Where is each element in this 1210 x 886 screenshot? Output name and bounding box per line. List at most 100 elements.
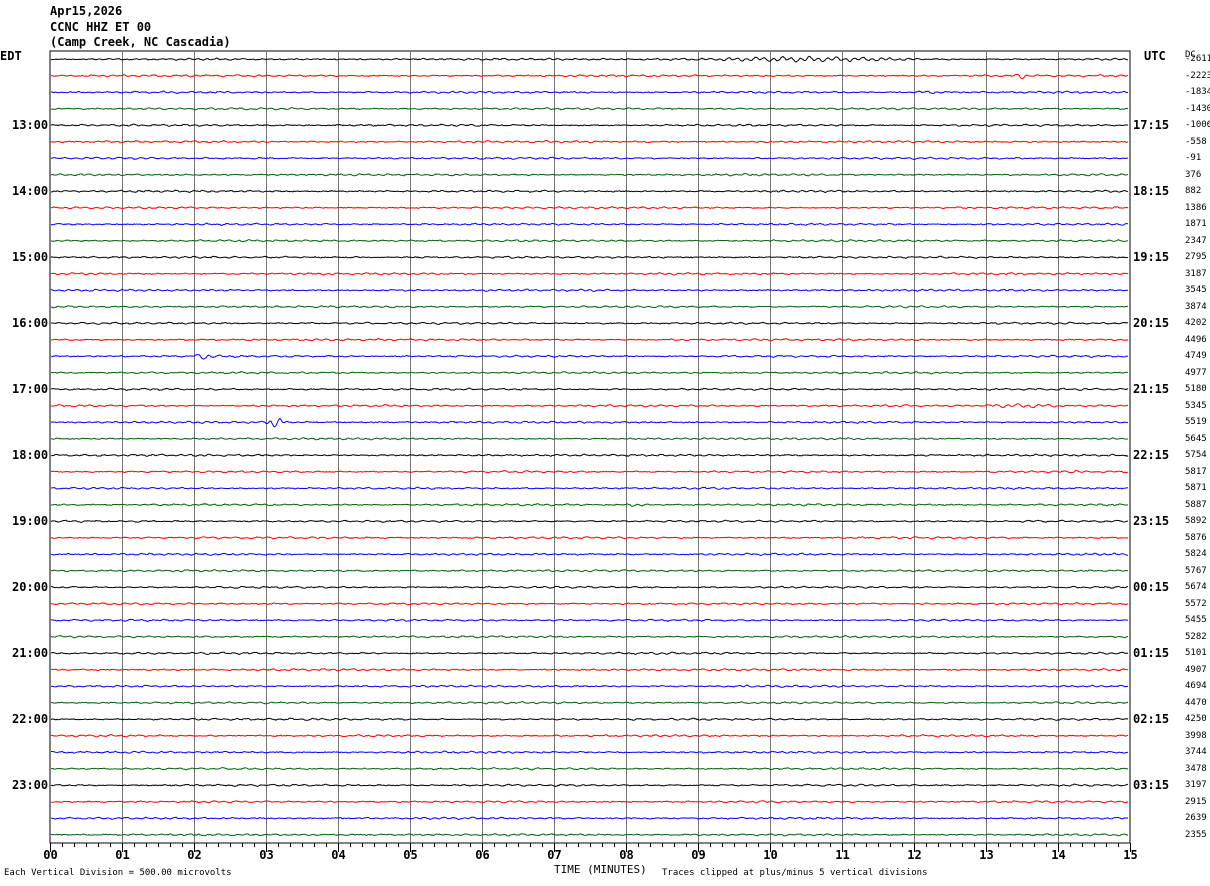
utc-hour-label: 21:15 <box>1133 382 1170 397</box>
seismic-trace <box>50 717 1129 721</box>
utc-hour-label: 20:15 <box>1133 316 1170 331</box>
x-tick-label: 04 <box>331 848 346 862</box>
utc-hour-label: 18:15 <box>1133 184 1170 199</box>
dc-offset-label: 5892 <box>1185 516 1207 527</box>
utc-timezone-label: UTC <box>1144 49 1166 63</box>
seismic-trace <box>50 569 1129 573</box>
dc-offset-label: 3744 <box>1185 747 1207 758</box>
dc-offset-label: -1430 <box>1185 103 1210 114</box>
utc-hour-label: 00:15 <box>1133 580 1170 595</box>
utc-hour-label: 17:15 <box>1133 118 1170 133</box>
dc-offset-label: 5519 <box>1185 417 1207 428</box>
seismic-trace <box>50 222 1129 226</box>
seismic-trace <box>50 189 1129 194</box>
dc-offset-label: 4977 <box>1185 367 1207 378</box>
seismic-trace <box>50 816 1129 821</box>
dc-offset-label: 5824 <box>1185 549 1207 560</box>
dc-offset-label: -91 <box>1185 153 1202 164</box>
dc-offset-label: -2611 <box>1185 54 1210 65</box>
x-tick-label: 10 <box>763 848 778 862</box>
edt-hour-label: 20:00 <box>12 580 49 595</box>
seismic-trace <box>50 123 1129 127</box>
x-tick-label: 02 <box>187 848 202 862</box>
dc-offset-label: 3998 <box>1185 730 1207 741</box>
edt-hour-label: 19:00 <box>12 514 49 529</box>
edt-hour-label: 13:00 <box>12 118 49 133</box>
edt-timezone-label: EDT <box>0 49 22 63</box>
x-tick-label: 09 <box>691 848 706 862</box>
dc-offset-label: 2915 <box>1185 796 1207 807</box>
x-tick-label: 03 <box>259 848 274 862</box>
x-tick-label: 13 <box>979 848 994 862</box>
x-tick-label: 06 <box>475 848 490 862</box>
seismic-trace <box>50 552 1129 556</box>
dc-offset-label: 4250 <box>1185 714 1207 725</box>
seismic-trace <box>50 139 1129 144</box>
dc-offset-label: 5767 <box>1185 565 1207 576</box>
edt-hour-label: 15:00 <box>12 250 49 265</box>
seismic-trace <box>50 288 1129 293</box>
utc-hour-label: 22:15 <box>1133 448 1170 463</box>
dc-offset-label: 2347 <box>1185 235 1207 246</box>
dc-offset-label: 3187 <box>1185 268 1207 279</box>
dc-offset-label: 376 <box>1185 169 1202 180</box>
x-tick-label: 15 <box>1123 848 1138 862</box>
seismic-trace <box>50 55 1129 63</box>
seismic-trace <box>50 701 1129 705</box>
seismic-trace <box>50 833 1129 837</box>
seismic-trace <box>50 437 1129 441</box>
seismic-trace <box>50 354 1129 360</box>
seismic-trace <box>50 156 1129 160</box>
dc-offset-label: -2223 <box>1185 70 1210 81</box>
dc-offset-label: 4202 <box>1185 318 1207 329</box>
seismic-trace <box>50 602 1129 606</box>
seismic-trace <box>50 750 1129 755</box>
dc-offset-label: 5282 <box>1185 631 1207 642</box>
dc-offset-label: -1834 <box>1185 87 1210 98</box>
seismic-trace <box>50 173 1129 177</box>
edt-hour-label: 23:00 <box>12 778 49 793</box>
seismic-trace <box>50 618 1129 623</box>
dc-offset-label: 5455 <box>1185 615 1207 626</box>
seismic-trace <box>50 107 1129 111</box>
seismic-trace <box>50 486 1129 490</box>
dc-offset-label: 5180 <box>1185 384 1207 395</box>
dc-offset-label: 3545 <box>1185 285 1207 296</box>
dc-offset-label: -558 <box>1185 136 1207 147</box>
x-tick-label: 00 <box>43 848 58 862</box>
seismic-trace <box>50 585 1129 589</box>
scale-note: Each Vertical Division = 500.00 microvol… <box>4 868 232 878</box>
dc-offset-label: 4470 <box>1185 697 1207 708</box>
seismic-trace <box>50 783 1129 787</box>
utc-hour-label: 01:15 <box>1133 646 1170 661</box>
dc-offset-label: 1871 <box>1185 219 1207 230</box>
x-tick-label: 05 <box>403 848 418 862</box>
seismic-trace <box>50 370 1129 375</box>
utc-hour-label: 02:15 <box>1133 712 1170 727</box>
seismic-trace <box>50 502 1129 507</box>
seismic-trace <box>50 338 1129 342</box>
station-name: CCNC HHZ ET 00 <box>50 20 152 34</box>
seismic-trace <box>50 305 1129 309</box>
plot-date: Apr15,2026 <box>50 4 123 18</box>
seismic-trace <box>50 800 1129 804</box>
seismic-trace <box>50 733 1129 738</box>
x-tick-label: 08 <box>619 848 634 862</box>
seismic-trace <box>50 403 1129 409</box>
clip-note: Traces clipped at plus/minus 5 vertical … <box>662 868 928 878</box>
x-tick-label: 12 <box>907 848 922 862</box>
seismic-trace <box>50 271 1129 276</box>
seismic-trace <box>50 651 1129 656</box>
edt-hour-label: 16:00 <box>12 316 49 331</box>
dc-offset-label: 5101 <box>1185 648 1207 659</box>
dc-offset-label: 1386 <box>1185 202 1207 213</box>
dc-offset-label: 5572 <box>1185 598 1207 609</box>
x-tick-label: 14 <box>1051 848 1066 862</box>
seismic-trace <box>50 90 1129 95</box>
x-tick-label: 07 <box>547 848 562 862</box>
seismic-trace <box>50 73 1129 80</box>
dc-offset-label: 882 <box>1185 186 1202 197</box>
seismic-trace <box>50 469 1129 474</box>
dc-offset-label: 5674 <box>1185 582 1207 593</box>
